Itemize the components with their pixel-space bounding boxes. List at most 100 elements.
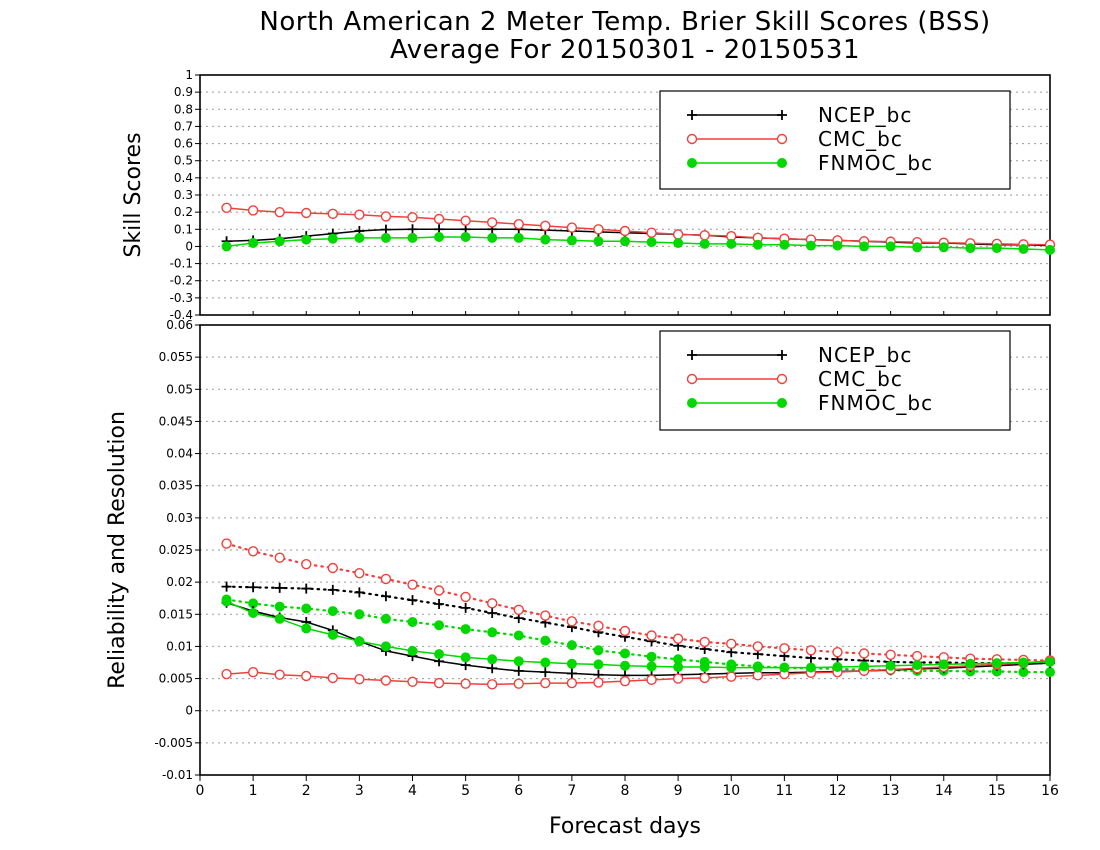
top-point-fnmoc-bc	[885, 241, 896, 252]
top-y-tick-label: -0.1	[170, 257, 193, 271]
bottom-point-fnmoc-bc	[1018, 657, 1029, 668]
bottom-point-cmc-bc	[301, 558, 312, 570]
top-point-fnmoc-bc	[620, 236, 630, 247]
top-point-cmc-bc	[221, 202, 232, 214]
bottom-y-tick-label: 0.01	[166, 639, 193, 653]
bottom-series-fnmoc-bc-solid	[221, 596, 1055, 673]
top-series-cmc-bc-solid	[221, 202, 1056, 250]
x-tick-label: 9	[674, 783, 683, 799]
legend-label-fnmoc-bc: FNMOC_bc	[818, 151, 933, 175]
x-tick-label: 11	[775, 783, 793, 799]
bottom-y-tick-label: -0.005	[154, 736, 193, 750]
top-y-tick-label: 0.6	[174, 137, 193, 151]
bottom-point-cmc-bc	[805, 645, 817, 656]
bottom-point-cmc-bc	[672, 633, 684, 644]
bottom-series-cmc-bc-solid	[221, 655, 1056, 690]
bottom-point-fnmoc-bc	[513, 630, 524, 641]
bottom-point-fnmoc-bc	[965, 658, 976, 669]
bottom-point-fnmoc-bc	[407, 617, 418, 627]
bottom-point-cmc-bc	[460, 591, 471, 603]
top-y-tick-label: -0.2	[170, 274, 193, 288]
top-point-cmc-bc	[301, 207, 312, 219]
bottom-point-fnmoc-bc	[380, 641, 391, 652]
top-point-fnmoc-bc	[221, 241, 232, 252]
bottom-point-cmc-bc	[513, 604, 524, 615]
bottom-point-cmc-bc	[407, 676, 418, 687]
top-point-cmc-bc	[619, 225, 631, 237]
bottom-point-fnmoc-bc	[540, 635, 551, 646]
bottom-point-cmc-bc	[380, 675, 392, 686]
bottom-point-fnmoc-bc	[699, 662, 710, 672]
bottom-point-fnmoc-bc	[912, 660, 923, 671]
top-y-tick-label: 0.3	[174, 188, 193, 202]
bottom-point-fnmoc-bc	[620, 648, 630, 659]
bottom-point-fnmoc-bc	[726, 662, 737, 673]
bottom-point-ncep-bc	[354, 587, 365, 598]
x-tick-label: 10	[722, 783, 740, 799]
legend-label-ncep-bc: NCEP_bc	[818, 343, 912, 367]
top-y-tick-label: 0.8	[174, 102, 193, 116]
bottom-point-fnmoc-bc	[593, 659, 604, 670]
bottom-point-cmc-bc	[672, 673, 684, 684]
bottom-point-cmc-bc	[247, 666, 259, 678]
bottom-point-cmc-bc	[274, 552, 285, 563]
bottom-point-cmc-bc	[646, 630, 657, 641]
bottom-point-fnmoc-bc	[487, 627, 498, 638]
bottom-point-ncep-bc	[327, 584, 338, 595]
bottom-point-ncep-bc	[221, 581, 232, 592]
x-tick-label: 4	[408, 783, 417, 799]
bottom-point-cmc-bc	[699, 672, 710, 684]
bottom-point-fnmoc-bc	[327, 606, 338, 617]
bottom-point-fnmoc-bc	[380, 613, 391, 624]
bottom-point-cmc-bc	[380, 573, 392, 585]
bottom-point-fnmoc-bc	[566, 658, 577, 669]
legend-marker-fnmoc-bc	[687, 398, 697, 408]
bottom-point-cmc-bc	[486, 679, 498, 690]
bottom-point-cmc-bc	[354, 567, 365, 579]
x-tick-label: 0	[196, 783, 205, 799]
top-point-fnmoc-bc	[513, 232, 524, 243]
top-point-fnmoc-bc	[965, 243, 976, 254]
top-point-cmc-bc	[646, 227, 657, 238]
top-point-fnmoc-bc	[407, 232, 418, 243]
bottom-point-fnmoc-bc	[327, 629, 338, 640]
bottom-point-fnmoc-bc	[354, 609, 365, 620]
top-point-fnmoc-bc	[699, 238, 710, 249]
bottom-point-cmc-bc	[832, 647, 843, 658]
top-y-axis-label: Skill Scores	[121, 132, 146, 257]
top-point-fnmoc-bc	[566, 235, 577, 246]
bottom-point-cmc-bc	[593, 677, 604, 688]
chart-title-line2: Average For 20150301 - 20150531	[390, 35, 860, 65]
top-point-fnmoc-bc	[540, 234, 551, 245]
top-point-cmc-bc	[486, 217, 498, 228]
legend-marker-fnmoc-bc	[777, 398, 787, 408]
top-point-fnmoc-bc	[752, 239, 763, 250]
bottom-point-ncep-bc	[407, 595, 418, 606]
chart-title-line1: North American 2 Meter Temp. Brier Skill…	[259, 7, 990, 37]
legend-label-cmc-bc: CMC_bc	[818, 367, 903, 391]
top-point-fnmoc-bc	[380, 232, 391, 243]
legend-marker-cmc-bc	[686, 373, 698, 385]
x-tick-label: 3	[355, 783, 364, 799]
skill-scores-panel: -0.4 -0.3 -0.2 -0.1 0 0.1 0.2 0.3 0.4 0.5 0.6 0.7 0.…	[170, 68, 1056, 322]
legend-label-ncep-bc: NCEP_bc	[818, 103, 912, 127]
top-point-cmc-bc	[699, 230, 710, 241]
top-point-fnmoc-bc	[327, 233, 338, 244]
bottom-point-fnmoc-bc	[407, 645, 418, 656]
bottom-point-cmc-bc	[593, 620, 604, 632]
bottom-point-fnmoc-bc	[859, 661, 870, 672]
bottom-point-fnmoc-bc	[460, 652, 471, 663]
bottom-point-fnmoc-bc	[434, 620, 445, 631]
bottom-point-fnmoc-bc	[274, 601, 285, 612]
x-tick-label: 15	[988, 783, 1006, 799]
bottom-point-fnmoc-bc	[832, 662, 843, 672]
bottom-point-cmc-bc	[566, 677, 578, 689]
bottom-y-tick-label: 0.055	[159, 350, 193, 364]
top-point-fnmoc-bc	[991, 243, 1002, 254]
bottom-point-fnmoc-bc	[752, 662, 763, 673]
bottom-point-cmc-bc	[354, 674, 365, 685]
top-y-tick-label: 1	[185, 68, 193, 82]
bottom-point-cmc-bc	[540, 610, 551, 621]
